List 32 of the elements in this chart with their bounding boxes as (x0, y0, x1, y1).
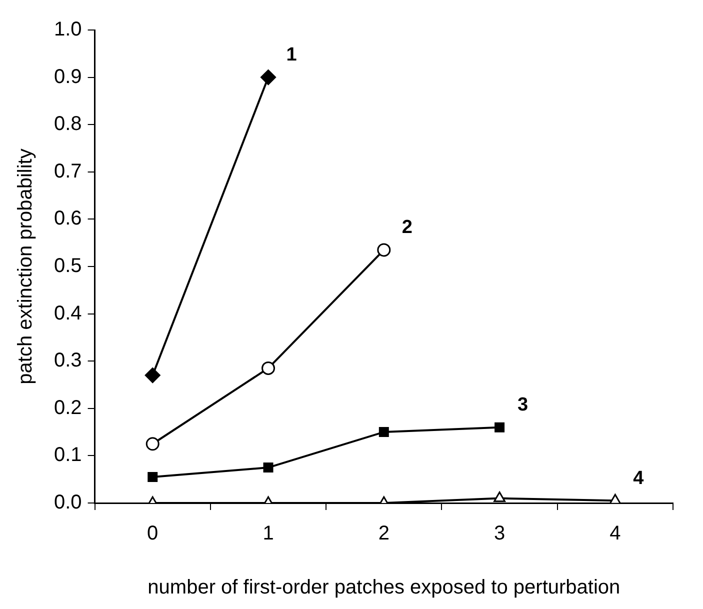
y-tick-label: 1.0 (54, 18, 82, 41)
y-tick-label: 0.7 (54, 160, 82, 182)
point (260, 70, 276, 86)
y-axis-title: patch extinction probability (14, 148, 37, 384)
point (377, 243, 391, 257)
y-tick-label: 0.4 (54, 302, 82, 324)
point (263, 462, 274, 473)
point (494, 492, 506, 502)
x-tick-label: 2 (378, 522, 390, 545)
y-tick-label: 0.3 (54, 350, 82, 372)
point (148, 472, 158, 482)
x-tick-label: 3 (494, 522, 506, 545)
x-axis-title: number of first-order patches exposed to perturbation (148, 576, 620, 599)
y-tick-label: 0.2 (54, 396, 82, 419)
y-tick-label: 0.0 (54, 492, 82, 514)
point (146, 437, 160, 451)
series-label: 3 (518, 394, 528, 416)
y-tick-label: 0.5 (54, 255, 82, 278)
y-tick-label: 0.1 (54, 444, 82, 466)
series-label: 2 (402, 217, 412, 238)
x-tick-label: 1 (262, 522, 274, 545)
point (378, 427, 389, 438)
point (144, 368, 160, 384)
series-label: 4 (633, 468, 644, 489)
y-tick-label: 0.9 (54, 66, 82, 88)
point (262, 361, 276, 375)
x-tick-label: 0 (147, 522, 158, 545)
x-tick-label: 4 (610, 522, 621, 545)
series-label: 1 (286, 44, 298, 66)
point (494, 422, 505, 432)
y-tick-label: 0.8 (54, 113, 82, 136)
y-tick-label: 0.6 (54, 208, 82, 230)
